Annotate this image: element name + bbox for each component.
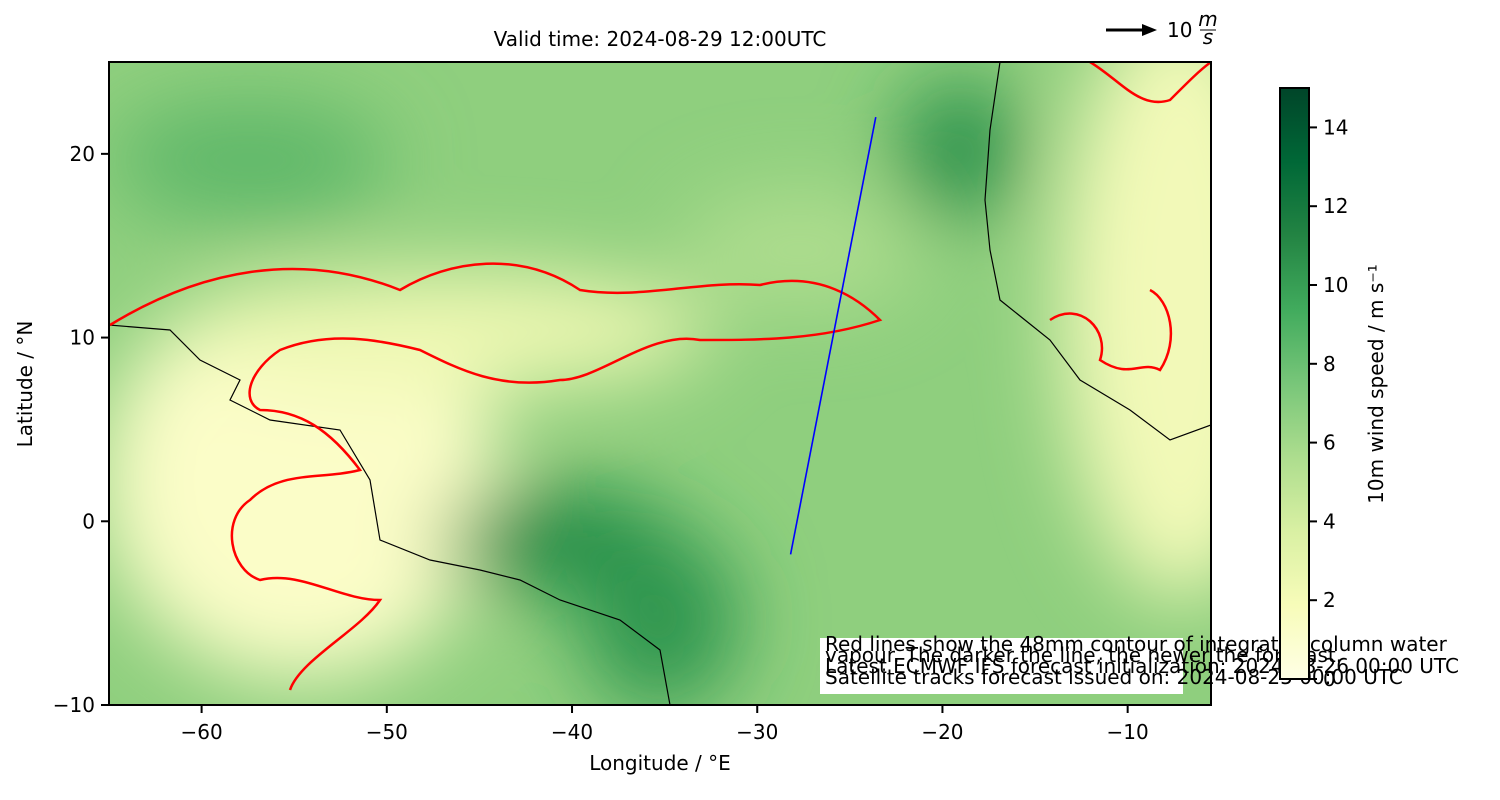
x-tick-label: −60 [180,720,222,744]
colorbar-tick-label: 10 [1323,273,1348,297]
colorbar [1279,87,1310,680]
colorbar-tick-label: 6 [1323,431,1336,455]
colorbar-tick-label: 8 [1323,352,1336,376]
satellite-track [789,116,877,555]
quiver-key-arrow-head [1142,24,1157,36]
y-axis-label: Latitude / °N [13,321,37,448]
colorbar-label: 10m wind speed / m s⁻¹ [1364,264,1388,504]
contour [109,262,883,691]
quiver-key-value: 10 [1167,18,1192,42]
colorbar-tick-label: 2 [1323,588,1336,612]
annotation-line: vapour. The darker the line, the newer t… [825,643,1342,667]
plot-frame [108,61,1212,706]
x-tick-label: −50 [366,720,408,744]
annotation-line: Latest ECMWF IFS forecast initialization… [825,654,1459,678]
quiver-key-unit: s [1203,25,1213,49]
y-tick-label: 20 [70,142,95,166]
annotation-box [820,638,1183,694]
x-tick-label: −40 [551,720,593,744]
x-tick-label: −10 [1107,720,1149,744]
colorbar-tick-label: 0 [1323,667,1336,691]
colorbar-tick-label: 14 [1323,115,1348,139]
y-tick-label: 10 [70,326,95,350]
x-axis-label: Longitude / °E [589,751,731,775]
x-tick-label: −30 [736,720,778,744]
contour [1049,62,1211,372]
annotation-line: Satellite tracks forecast issued on: 202… [825,665,1403,689]
quiver-key-unit: m [1198,7,1217,31]
annotation-line: Red lines show the 48mm contour of integ… [825,632,1448,656]
colorbar-tick-label: 12 [1323,194,1348,218]
y-tick-label: 0 [82,509,95,533]
y-tick-label: −10 [53,693,95,717]
colorbar-tick-label: 4 [1323,509,1336,533]
x-tick-label: −20 [921,720,963,744]
wind-field [109,62,1211,705]
chart-title: Valid time: 2024-08-29 12:00UTC [494,27,827,51]
